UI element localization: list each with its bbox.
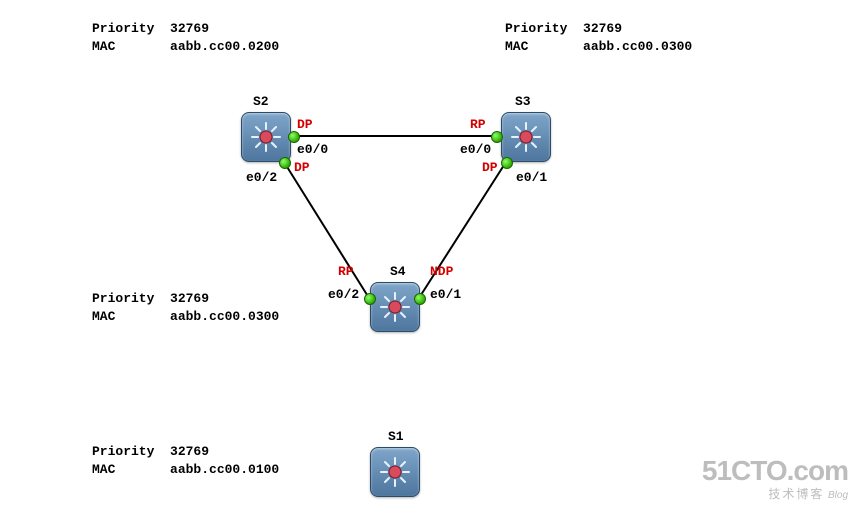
switch-s1 [370,447,420,497]
switch-icon [510,121,542,153]
switch-s3 [501,112,551,162]
watermark: 51CTO.com 技术博客 Blog [702,456,848,501]
port-label: e0/1 [516,170,547,185]
switch-icon [250,121,282,153]
mac-label: MAC [505,39,528,54]
switch-icon [379,456,411,488]
port-label: e0/0 [297,142,328,157]
port-dot [414,293,426,305]
info-block-s1: Priority 32769 MAC aabb.cc00.0100 [92,443,279,478]
priority-value: 32769 [170,291,209,306]
node-label-s1: S1 [388,429,404,444]
port-dot [501,157,513,169]
port-label: e0/0 [460,142,491,157]
mac-value: aabb.cc00.0200 [170,39,279,54]
mac-label: MAC [92,39,115,54]
node-label-s4: S4 [390,264,406,279]
info-block-s2: Priority 32769 MAC aabb.cc00.0200 [92,20,279,55]
port-dot [288,131,300,143]
port-label: e0/2 [246,170,277,185]
port-role: DP [482,160,498,175]
node-label-s2: S2 [253,94,269,109]
priority-label: Priority [92,444,154,459]
info-block-s4: Priority 32769 MAC aabb.cc00.0300 [92,290,279,325]
port-role: DP [297,117,313,132]
watermark-blog: Blog [828,490,848,501]
info-block-s3: Priority 32769 MAC aabb.cc00.0300 [505,20,692,55]
mac-value: aabb.cc00.0100 [170,462,279,477]
port-role: RP [470,117,486,132]
port-role: NDP [430,264,453,279]
mac-label: MAC [92,462,115,477]
port-role: DP [294,160,310,175]
switch-s4 [370,282,420,332]
port-label: e0/1 [430,287,461,302]
diagram-canvas: Priority 32769 MAC aabb.cc00.0200 Priori… [0,0,856,507]
priority-value: 32769 [583,21,622,36]
watermark-sub: 技术博客 [768,487,824,501]
port-dot [279,157,291,169]
switch-icon [379,291,411,323]
switch-s2 [241,112,291,162]
mac-value: aabb.cc00.0300 [170,309,279,324]
priority-label: Priority [92,291,154,306]
mac-label: MAC [92,309,115,324]
watermark-top: 51CTO.com [702,456,848,487]
mac-value: aabb.cc00.0300 [583,39,692,54]
priority-value: 32769 [170,444,209,459]
port-dot [491,131,503,143]
priority-label: Priority [505,21,567,36]
priority-value: 32769 [170,21,209,36]
port-label: e0/2 [328,287,359,302]
node-label-s3: S3 [515,94,531,109]
port-dot [364,293,376,305]
port-role: RP [338,264,354,279]
links-layer [0,0,856,507]
priority-label: Priority [92,21,154,36]
